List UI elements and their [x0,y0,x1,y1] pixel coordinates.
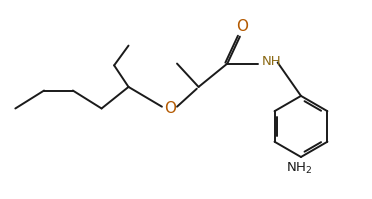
Text: O: O [164,101,176,116]
Text: O: O [236,19,248,34]
Text: NH: NH [262,55,281,68]
Text: NH$_2$: NH$_2$ [286,161,312,176]
